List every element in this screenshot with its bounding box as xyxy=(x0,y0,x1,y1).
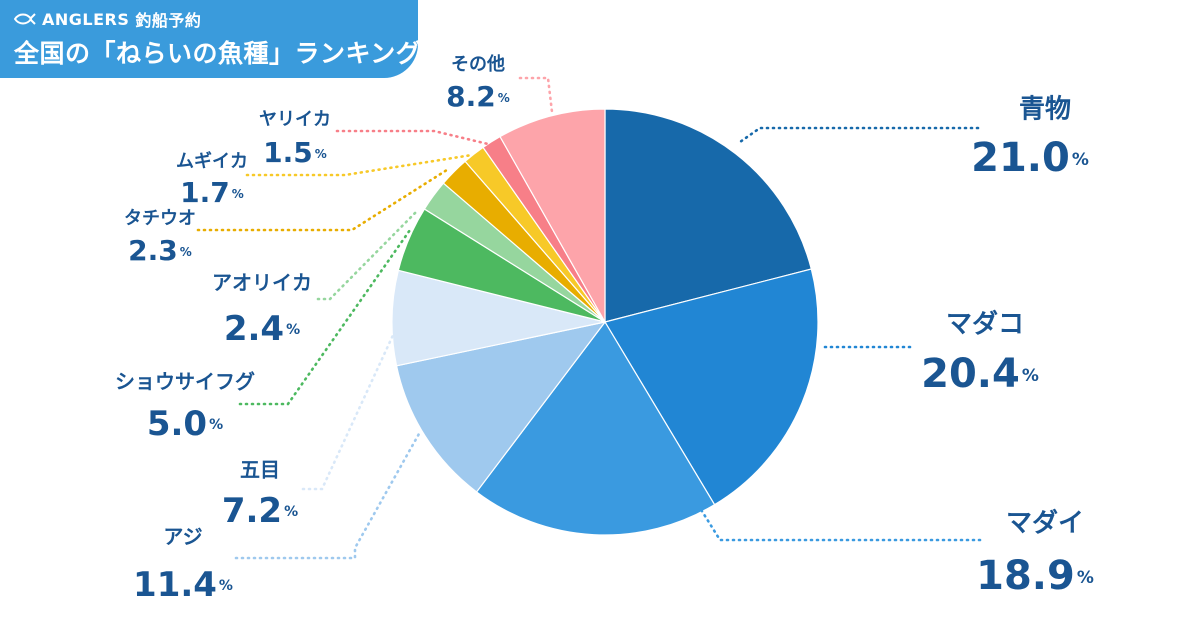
slice-value-3: 18.9% xyxy=(976,553,1094,599)
leader-line-10 xyxy=(335,129,490,146)
slice-label-11: その他 xyxy=(451,53,505,75)
slice-value-unit-4: % xyxy=(219,578,233,594)
slice-value-number-8: 2.3 xyxy=(128,234,178,267)
slice-label-5: 五目 xyxy=(240,458,280,482)
slice-label-2: マダコ xyxy=(946,309,1024,340)
slice-value-number-7: 2.4 xyxy=(224,309,284,349)
slice-value-11: 8.2% xyxy=(446,80,510,113)
header-banner: ANGLERS 釣船予約 全国の「ねらいの魚種」ランキング xyxy=(0,0,422,78)
pie-slice-2 xyxy=(604,268,819,506)
slice-value-number-5: 7.2 xyxy=(222,491,282,531)
pie-slice-4 xyxy=(395,321,607,493)
slice-value-5: 7.2% xyxy=(222,491,298,531)
brand-logo: ANGLERS 釣船予約 xyxy=(14,9,202,30)
slice-label-10: ヤリイカ xyxy=(259,109,331,130)
slice-value-unit-2: % xyxy=(1022,366,1039,386)
page-title: 全国の「ねらいの魚種」ランキング xyxy=(14,39,422,68)
slice-value-unit-1: % xyxy=(1072,150,1089,170)
slice-value-unit-6: % xyxy=(209,417,223,433)
slice-value-1: 21.0% xyxy=(971,135,1089,181)
slice-label-9: ムギイカ xyxy=(176,151,248,172)
slice-value-8: 2.3% xyxy=(128,234,192,267)
pie-slice-11 xyxy=(499,108,606,325)
slice-value-unit-7: % xyxy=(286,322,300,338)
leader-line-9 xyxy=(245,153,474,177)
fish-icon xyxy=(14,13,36,25)
slice-value-9: 1.7% xyxy=(180,176,244,209)
slice-value-number-1: 21.0 xyxy=(971,135,1070,181)
leader-line-11 xyxy=(518,76,554,114)
slice-value-2: 20.4% xyxy=(921,351,1039,397)
slice-label-6: ショウサイフグ xyxy=(115,370,255,394)
slice-value-4: 11.4% xyxy=(133,565,233,605)
leader-line-5 xyxy=(301,318,402,491)
leader-line-7 xyxy=(316,208,420,301)
slice-value-number-2: 20.4 xyxy=(921,351,1020,397)
slice-value-10: 1.5% xyxy=(263,136,327,169)
slice-value-unit-8: % xyxy=(180,245,192,259)
slice-value-unit-10: % xyxy=(315,147,327,161)
slice-value-unit-5: % xyxy=(284,504,298,520)
slice-value-number-10: 1.5 xyxy=(263,136,313,169)
slice-value-number-4: 11.4 xyxy=(133,565,217,605)
slice-value-number-6: 5.0 xyxy=(147,404,207,444)
slice-label-4: アジ xyxy=(163,525,202,549)
brand-name: ANGLERS xyxy=(42,9,130,29)
slice-label-8: タチウオ xyxy=(124,208,196,229)
leader-line-3 xyxy=(698,506,982,542)
slice-value-unit-9: % xyxy=(232,187,244,201)
slice-label-1: 青物 xyxy=(1019,95,1071,125)
slice-value-number-3: 18.9 xyxy=(976,553,1075,599)
slice-label-7: アオリイカ xyxy=(212,271,312,295)
slice-label-3: マダイ xyxy=(1006,508,1084,539)
leader-line-4 xyxy=(234,430,422,560)
slice-value-unit-3: % xyxy=(1077,568,1094,588)
slice-value-6: 5.0% xyxy=(147,404,223,444)
slice-value-unit-11: % xyxy=(498,91,510,105)
pie-slice-1 xyxy=(604,108,813,323)
slice-value-7: 2.4% xyxy=(224,309,300,349)
pie-slice-3 xyxy=(475,320,716,536)
brand-subtitle: 釣船予約 xyxy=(135,11,202,30)
leader-line-6 xyxy=(238,228,412,406)
slice-value-number-9: 1.7 xyxy=(180,176,230,209)
leader-line-1 xyxy=(738,126,980,144)
slice-value-number-11: 8.2 xyxy=(446,80,496,113)
